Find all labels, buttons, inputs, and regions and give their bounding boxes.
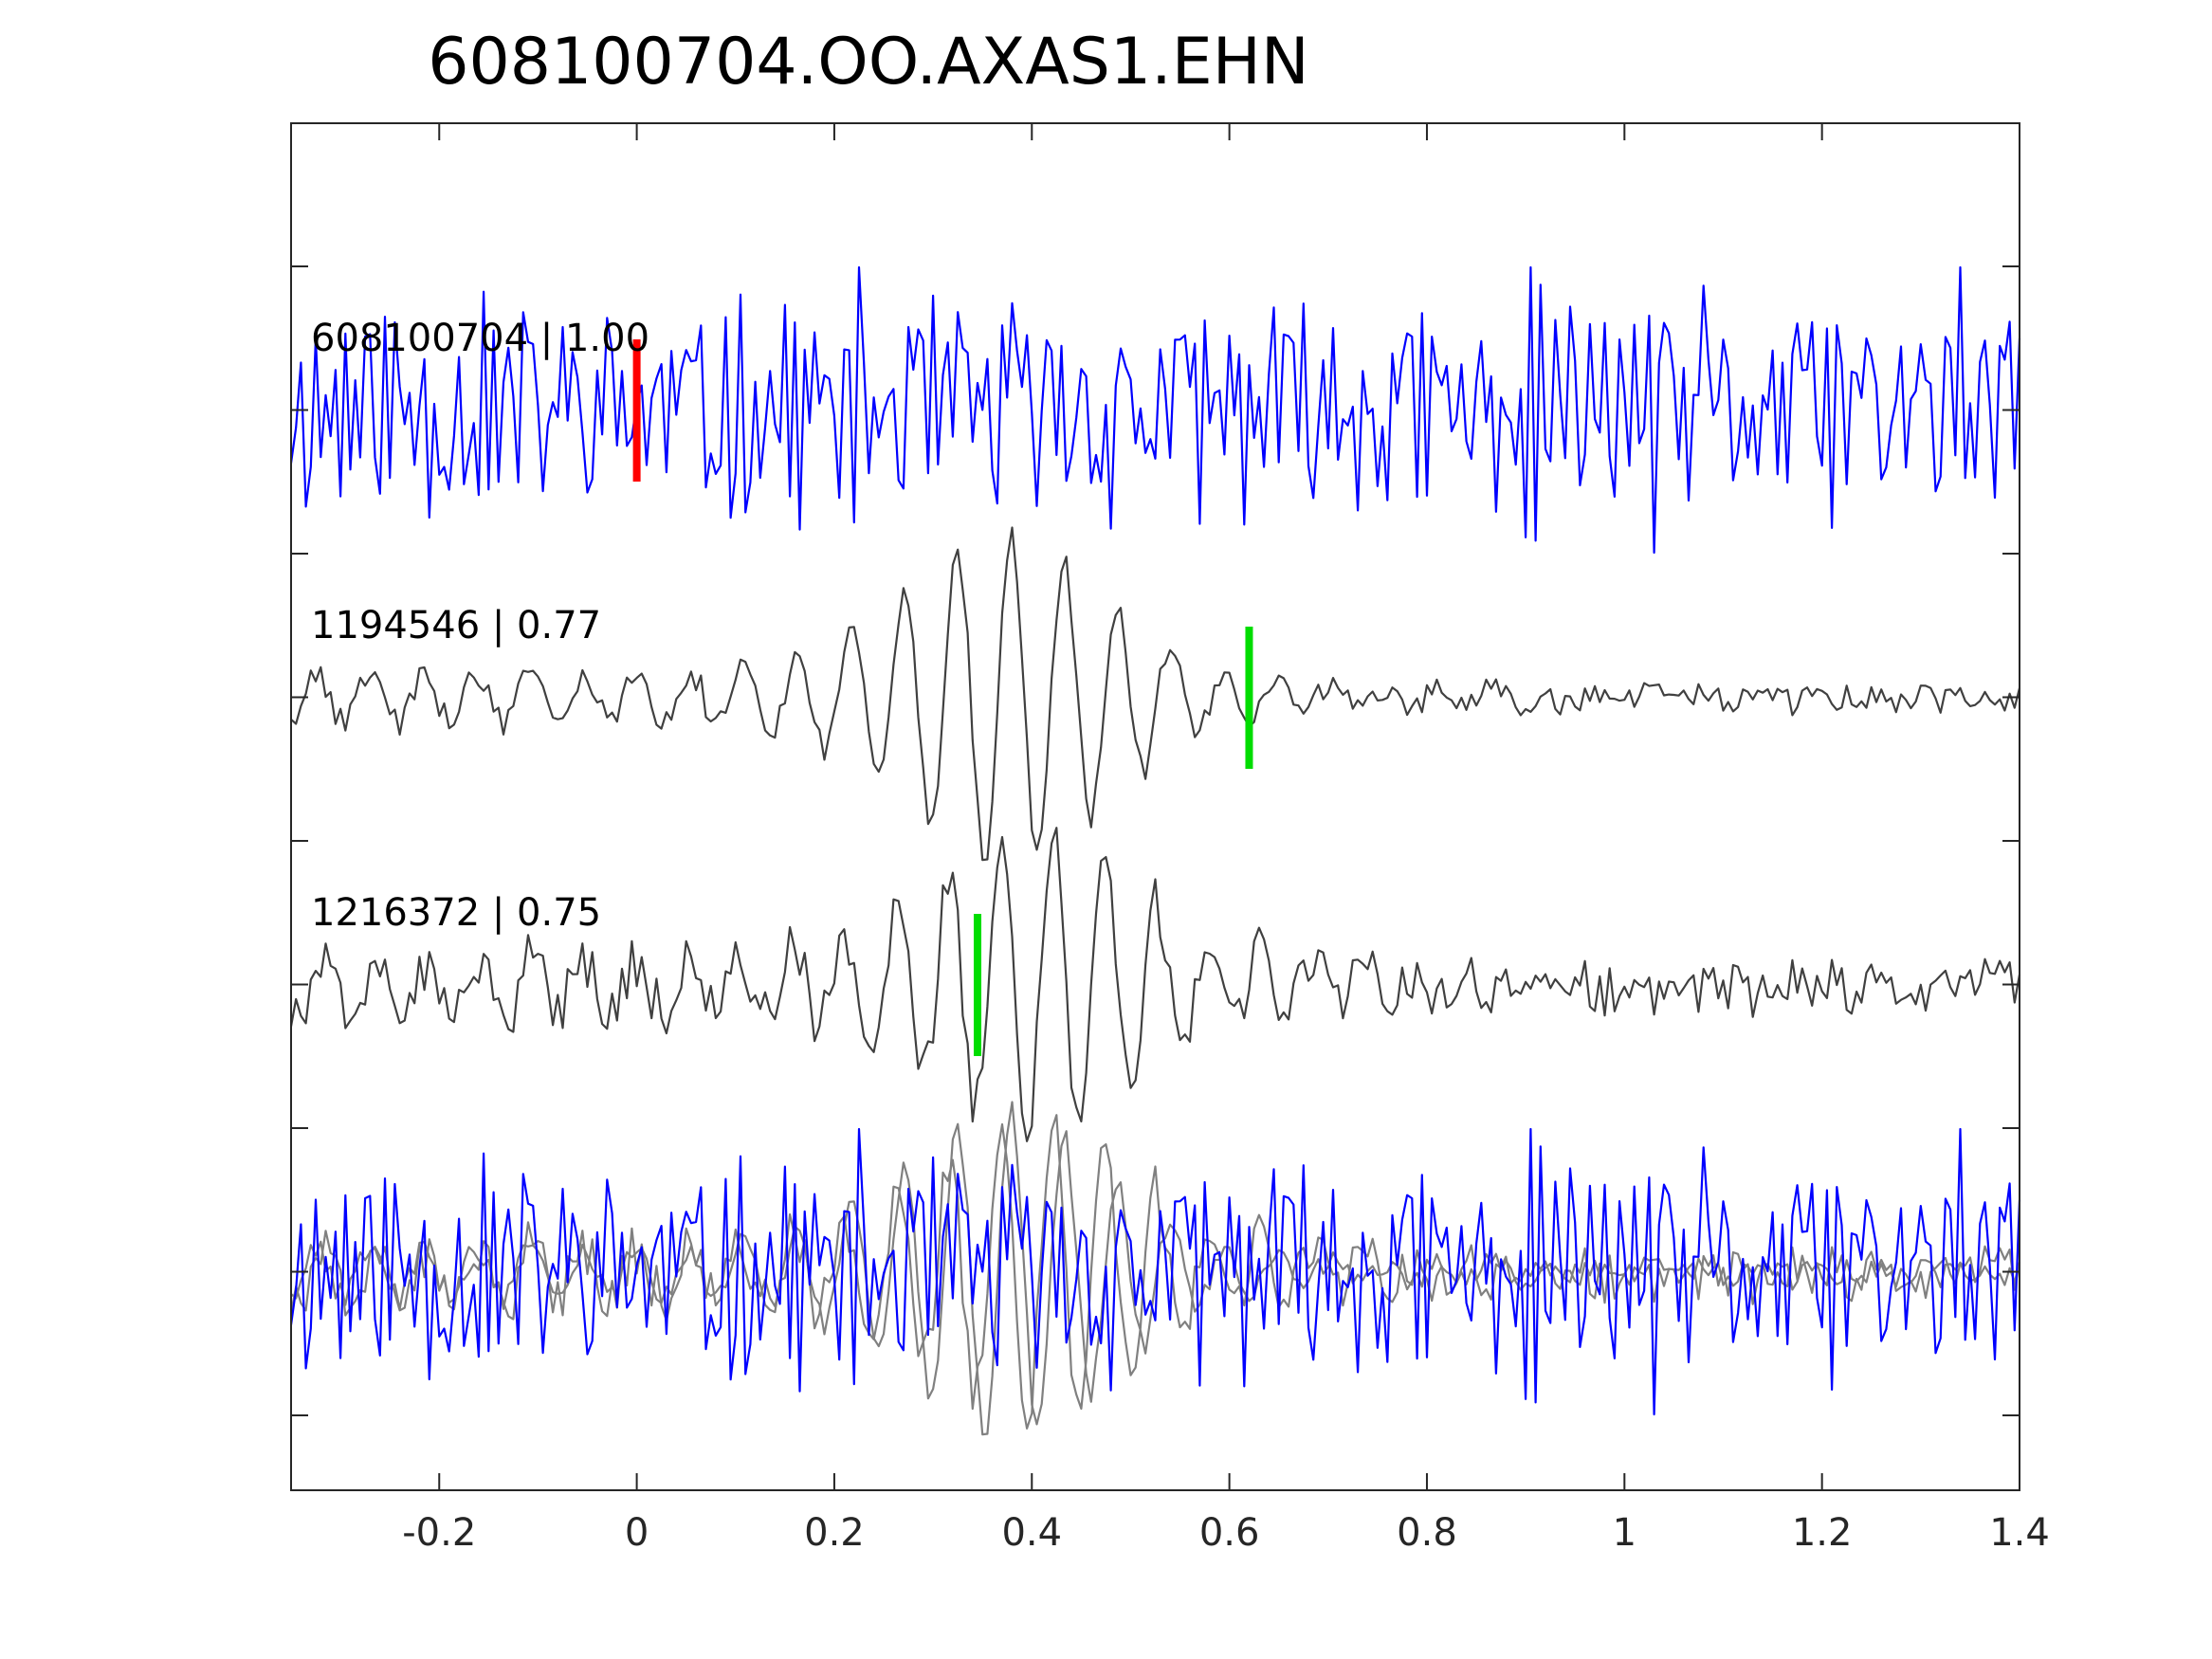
trace-2 <box>290 526 2021 862</box>
x-tick-label: 1.4 <box>1989 1511 2050 1555</box>
axes-box <box>290 122 2020 1491</box>
overlay-trace-1 <box>289 1127 2021 1416</box>
trace-label-1: 608100704 | 1.00 <box>311 317 649 360</box>
trace-3 <box>289 827 2021 1142</box>
trace-label-3: 1216372 | 0.75 <box>311 891 601 935</box>
chart-title: 608100704.OO.AXAS1.EHN <box>428 25 1309 100</box>
x-tick-label: 0.4 <box>1001 1511 1062 1555</box>
x-tick-label: -0.2 <box>402 1511 476 1555</box>
x-tick-label: 1.2 <box>1792 1511 1853 1555</box>
x-axis: -0.2 0 0.2 0.4 0.6 0.8 1 1.2 1.4 <box>402 123 2050 1555</box>
x-tick-label: 0 <box>625 1511 649 1555</box>
y-axis-ticks <box>291 265 2020 1416</box>
x-tick-label: 0.2 <box>804 1511 865 1555</box>
x-tick-label: 1 <box>1613 1511 1636 1555</box>
x-tick-label: 0.6 <box>1199 1511 1260 1555</box>
trace-labels: 608100704 | 1.00 1194546 | 0.77 1216372 | … <box>311 317 649 935</box>
x-tick-label: 0.8 <box>1397 1511 1457 1555</box>
plot-area <box>289 265 2021 1436</box>
trace-label-2: 1194546 | 0.77 <box>311 604 601 647</box>
trace-1 <box>289 265 2021 555</box>
